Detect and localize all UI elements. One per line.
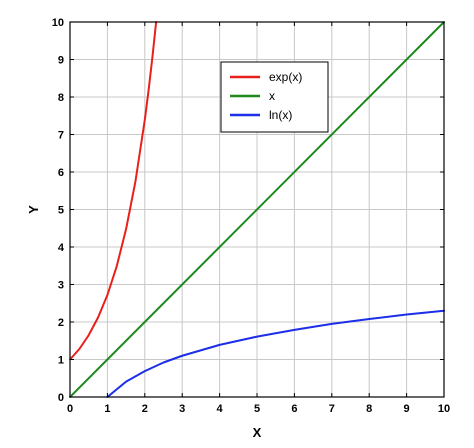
x-tick-label: 3 <box>179 403 185 415</box>
y-tick-label: 0 <box>58 392 64 404</box>
y-axis-label: Y <box>26 205 41 214</box>
legend-label: ln(x) <box>269 108 292 122</box>
legend-label: exp(x) <box>269 70 302 84</box>
series-line-x <box>69 21 445 398</box>
x-tick-label: 9 <box>404 403 410 415</box>
legend: exp(x) x ln(x) <box>220 61 329 133</box>
y-tick-label: 4 <box>58 242 65 254</box>
x-tick-label: 10 <box>438 403 450 415</box>
y-tick-label: 2 <box>58 317 64 329</box>
axis-ticks <box>69 21 445 398</box>
series-line-ln-x <box>106 309 445 398</box>
y-tick-label: 8 <box>58 92 64 104</box>
y-tick-label: 7 <box>58 130 64 142</box>
series-line-exp-x <box>69 21 158 361</box>
x-tick-label: 1 <box>104 403 110 415</box>
x-tick-label: 4 <box>217 403 224 415</box>
series-layer <box>69 21 445 398</box>
y-tick-label: 3 <box>58 280 64 292</box>
x-tick-label: 5 <box>254 403 260 415</box>
x-tick-label: 2 <box>142 403 148 415</box>
x-tick-label: 0 <box>67 403 73 415</box>
x-tick-label: 8 <box>366 403 372 415</box>
y-tick-label: 6 <box>58 167 64 179</box>
y-tick-label: 1 <box>58 355 64 367</box>
y-tick-label: 10 <box>52 17 64 29</box>
x-axis-label: X <box>253 425 262 440</box>
y-tick-label: 9 <box>58 55 64 67</box>
x-tick-label: 6 <box>291 403 297 415</box>
legend-label: x <box>269 89 275 103</box>
y-tick-label: 5 <box>58 205 64 217</box>
y-tick-labels: 0 1 2 3 4 5 6 7 8 9 10 <box>52 17 65 404</box>
x-tick-labels: 0 1 2 3 4 5 6 7 8 9 10 <box>67 403 450 415</box>
x-tick-label: 7 <box>329 403 335 415</box>
